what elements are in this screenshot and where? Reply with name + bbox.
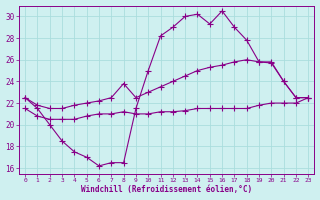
- X-axis label: Windchill (Refroidissement éolien,°C): Windchill (Refroidissement éolien,°C): [81, 185, 252, 194]
